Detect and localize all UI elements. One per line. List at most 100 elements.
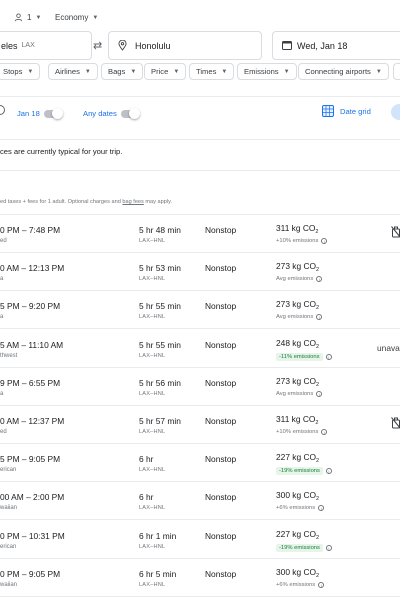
- info-icon[interactable]: i: [325, 544, 332, 551]
- emissions-label: Avg emissions i: [276, 314, 323, 321]
- flight-stops: Nonstop: [205, 416, 237, 426]
- info-icon[interactable]: i: [325, 353, 332, 360]
- flight-row[interactable]: 00 AM – 2:00 PM waiian 6 hr LAX–HNL Nonstop 3…: [0, 482, 400, 521]
- flight-row[interactable]: 5 PM – 9:05 PM erican 6 hr LAX–HNL Nonstop 22…: [0, 444, 400, 483]
- filter-price[interactable]: Price ▼: [144, 63, 187, 80]
- flight-stops: Nonstop: [205, 225, 237, 235]
- flight-row[interactable]: 0 PM – 10:31 PM erican 6 hr 1 min LAX–HNL No…: [0, 521, 400, 559]
- flight-route: LAX–HNL: [139, 314, 166, 321]
- info-icon[interactable]: i: [325, 468, 332, 475]
- flight-duration: 5 hr 55 min: [139, 339, 181, 350]
- filter-bar: Stops ▼ Airlines ▼ Bags ▼ Price ▼ Times ▼ Emi…: [0, 63, 400, 81]
- co2-amount: 311 kg CO2: [276, 223, 318, 235]
- emissions-text: -11% emissions: [276, 352, 323, 361]
- flight-times: 0 PM – 7:48 PM: [0, 225, 61, 235]
- origin-field[interactable]: eles LAX: [0, 31, 92, 60]
- flight-times: 9 PM – 6:55 PM: [0, 377, 61, 388]
- bag-info-text: unava: [377, 342, 400, 353]
- date-grid-icon: [322, 105, 334, 117]
- info-icon[interactable]: i: [318, 505, 325, 512]
- bag-fees-link[interactable]: bag fees: [122, 199, 144, 205]
- price-graph-icon[interactable]: [391, 104, 400, 120]
- filter-more[interactable]: [393, 63, 400, 80]
- prev-date-icon[interactable]: [0, 105, 5, 115]
- co2-subscript: 2: [316, 381, 320, 388]
- flight-route: LAX–HNL: [139, 467, 166, 474]
- flight-stops: Nonstop: [205, 568, 237, 579]
- info-icon[interactable]: i: [316, 390, 323, 397]
- co2-subscript: 2: [316, 534, 320, 541]
- flight-route: LAX–HNL: [139, 390, 166, 397]
- flight-duration: 6 hr: [139, 454, 154, 465]
- destination-field[interactable]: Honolulu: [108, 31, 262, 60]
- co2-subscript: 2: [316, 343, 320, 350]
- passengers-selector[interactable]: 1 ▼: [14, 13, 41, 22]
- info-icon[interactable]: i: [321, 429, 328, 435]
- flight-times: 0 AM – 12:37 PM: [0, 416, 65, 426]
- co2-value: 273 kg CO: [276, 299, 317, 310]
- info-icon[interactable]: i: [316, 314, 323, 321]
- info-icon[interactable]: i: [318, 581, 325, 588]
- co2-value: 273 kg CO: [276, 261, 317, 272]
- flight-row[interactable]: 0 AM – 12:37 PM ed 5 hr 57 min LAX–HNL Nonst…: [0, 406, 400, 444]
- filter-label: Price: [151, 67, 169, 76]
- cabin-class: Economy: [55, 13, 89, 22]
- emissions-label: +10% emissions i: [276, 238, 328, 244]
- chevron-down-icon: ▼: [221, 68, 228, 75]
- selected-date[interactable]: Jan 18: [17, 109, 40, 118]
- co2-amount: 273 kg CO2: [276, 261, 319, 273]
- airline-name: waiian: [0, 505, 18, 512]
- info-icon[interactable]: i: [316, 276, 323, 283]
- co2-amount: 248 kg CO2: [276, 338, 319, 350]
- destination-text: Honolulu: [135, 40, 171, 51]
- flight-row[interactable]: 5 AM – 11:10 AM thwest 5 hr 55 min LAX–HNL N…: [0, 330, 400, 368]
- flight-row[interactable]: 0 AM – 12:13 PM a 5 hr 53 min LAX–HNL Nonsto…: [0, 253, 400, 292]
- disclaimer-text: ed taxes + fees for 1 adult. Optional ch…: [0, 199, 123, 205]
- date-toggle[interactable]: [44, 108, 63, 119]
- emissions-label: Avg emissions i: [276, 276, 323, 283]
- filter-stops[interactable]: Stops ▼: [0, 63, 41, 80]
- departure-date-field[interactable]: Wed, Jan 18: [272, 31, 400, 60]
- filter-times[interactable]: Times ▼: [189, 63, 235, 80]
- flight-stops: Nonstop: [205, 339, 237, 350]
- date-bar: Jan 18 Any dates Date grid: [0, 104, 400, 125]
- filter-airlines[interactable]: Airlines ▼: [48, 63, 98, 80]
- filter-emissions[interactable]: Emissions ▼: [237, 63, 297, 80]
- emissions-text: +6% emissions: [276, 505, 316, 512]
- co2-amount: 300 kg CO2: [276, 567, 319, 579]
- swap-icon[interactable]: ⇄: [93, 40, 103, 52]
- filter-label: Airlines: [55, 67, 80, 76]
- chevron-down-icon: ▼: [92, 14, 99, 21]
- emissions-text: -19% emissions: [276, 467, 323, 476]
- flight-duration: 6 hr 1 min: [139, 530, 177, 541]
- chevron-down-icon: ▼: [173, 68, 180, 75]
- person-icon: [14, 13, 23, 22]
- flight-duration: 6 hr 5 min: [139, 568, 177, 579]
- flight-route: LAX–HNL: [139, 505, 166, 512]
- date-grid-button[interactable]: Date grid: [322, 105, 371, 117]
- flight-row[interactable]: 0 PM – 7:48 PM ed 5 hr 48 min LAX–HNL Nonsto…: [0, 215, 400, 253]
- co2-subscript: 2: [315, 420, 319, 426]
- flight-times: 5 PM – 9:20 PM: [0, 301, 61, 312]
- info-icon[interactable]: i: [321, 238, 328, 244]
- flight-row[interactable]: 5 PM – 9:20 PM a 5 hr 55 min LAX–HNL Nonstop…: [0, 291, 400, 330]
- flight-row[interactable]: 9 PM – 6:55 PM a 5 hr 56 min LAX–HNL Nonstop…: [0, 368, 400, 406]
- divider: [0, 170, 400, 171]
- any-dates-toggle[interactable]: [121, 108, 140, 119]
- co2-value: 227 kg CO: [276, 528, 317, 539]
- filter-label: Stops: [3, 67, 23, 76]
- co2-subscript: 2: [316, 572, 320, 579]
- airline-name: waiian: [0, 581, 18, 588]
- co2-value: 248 kg CO: [276, 337, 317, 348]
- cabin-selector[interactable]: Economy ▼: [55, 13, 98, 22]
- filter-connecting-airports[interactable]: Connecting airports ▼: [298, 63, 389, 80]
- flight-row[interactable]: 0 PM – 9:05 PM waiian 6 hr 5 min LAX–HNL Non…: [0, 559, 400, 597]
- filter-label: Connecting airports: [305, 67, 371, 76]
- flight-times: 5 PM – 9:05 PM: [0, 454, 61, 465]
- flight-stops: Nonstop: [205, 377, 237, 388]
- co2-value: 300 kg CO: [276, 490, 317, 501]
- origin-code: LAX: [21, 42, 35, 49]
- flight-duration: 5 hr 55 min: [139, 301, 181, 312]
- filter-bags[interactable]: Bags ▼: [101, 63, 144, 80]
- flight-duration: 5 hr 57 min: [139, 416, 181, 426]
